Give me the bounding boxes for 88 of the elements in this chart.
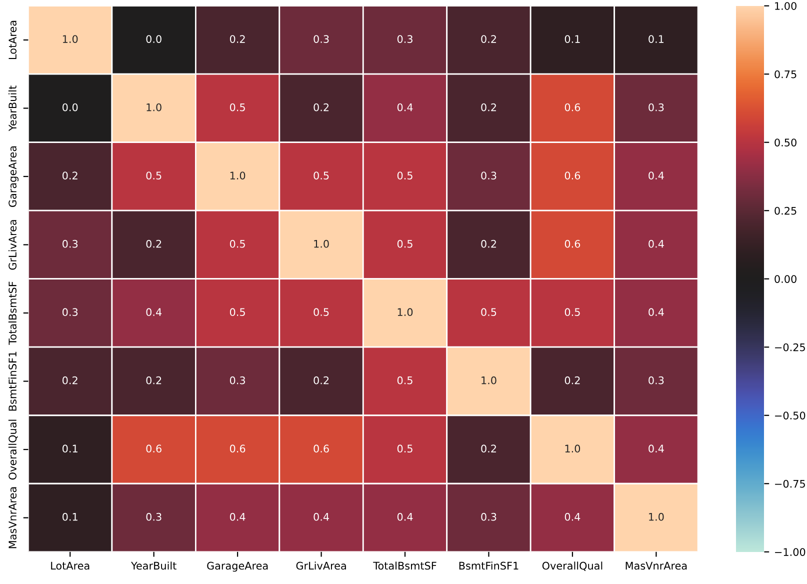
data-label: 1.0 [314,240,329,248]
data-label: 0.3 [481,512,496,521]
data-label: 0.2 [564,376,580,384]
data-label: 0.4 [397,512,413,521]
color-bar-label: −0.50 [775,412,806,420]
color-bar-label: 0.50 [774,138,796,146]
data-label: 0.1 [62,512,78,521]
data-label: 0.6 [146,444,162,453]
x-tick-label: GrLivArea [296,562,346,570]
data-label: 0.5 [481,308,496,316]
data-label: 0.3 [230,376,246,384]
data-label: 0.6 [564,103,580,112]
data-label: 0.3 [648,103,664,112]
y-tick-label: YearBuilt [8,86,17,132]
data-label: 0.5 [397,240,412,248]
y-tick-label: GarageArea [8,146,19,207]
data-label: 0.4 [397,103,413,112]
x-tick-label: YearBuilt [130,562,176,570]
color-bar-label: −0.75 [775,480,805,488]
x-tick-label: GarageArea [207,562,268,572]
data-label: 0.2 [481,240,496,248]
data-label: 1.0 [482,376,496,384]
color-bar-label: 1.00 [775,2,796,10]
data-label: 0.3 [397,35,412,43]
data-label: 0.2 [62,172,78,180]
data-label: 0.3 [481,172,496,180]
data-label: 0.4 [648,240,664,248]
y-tick-label: TotalBsmtSF [8,282,17,345]
data-label: 0.4 [230,512,246,521]
data-label: 0.4 [648,172,664,180]
data-label: 0.2 [481,35,496,43]
x-tick-label: MasVnrArea [626,562,687,570]
data-label: 0.6 [564,172,580,180]
data-label: 0.2 [481,444,496,453]
data-label: 1.0 [649,512,664,521]
data-label: 0.2 [146,240,162,248]
x-tick-label: TotalBsmtSF [373,562,436,570]
data-label: 0.5 [230,103,245,112]
data-label: 0.6 [314,444,329,453]
color-bar-label: −0.25 [775,343,805,352]
x-tick-label: LotArea [51,562,90,570]
data-label: 0.5 [397,444,412,453]
data-label: 0.5 [314,172,329,180]
data-label: 0.2 [230,35,245,43]
data-label: 0.2 [481,103,496,112]
data-label: 0.4 [564,512,580,521]
data-label: 0.4 [314,512,329,521]
data-label: 0.4 [648,444,664,453]
y-tick-label: BsmtFinSF1 [8,352,17,411]
data-label: 0.5 [397,172,412,180]
data-label: 0.5 [230,308,245,316]
color-bar-label: 0.25 [774,206,796,215]
data-label: 0.5 [146,172,162,180]
data-label: 0.3 [146,512,162,521]
x-tick-label: BsmtFinSF1 [459,562,518,570]
data-label: 0.1 [648,35,664,43]
data-label: 0.5 [230,240,245,248]
data-label: 0.0 [146,35,162,43]
data-label: 1.0 [146,103,162,112]
y-tick-label: OverallQual [8,420,18,480]
data-label: 0.6 [230,444,246,453]
data-label: 0.3 [648,376,664,384]
data-label: 0.6 [564,240,580,248]
data-label: 0.2 [314,103,329,112]
data-label: 0.4 [146,308,162,316]
data-label: 0.5 [397,376,412,384]
color-bar-label: −1.00 [775,548,806,556]
data-label: 0.2 [146,376,162,384]
data-label: 0.2 [314,376,329,384]
data-label: 1.0 [398,308,413,316]
y-tick-label: GrLivArea [8,220,17,270]
color-bar-label: 0.75 [774,70,796,78]
data-label: 0.4 [648,308,664,316]
data-label: 1.0 [565,444,580,453]
data-label: 0.5 [564,308,580,316]
data-label: 0.5 [314,308,329,316]
x-tick-label: OverallQual [542,562,602,571]
data-label: 0.3 [62,308,78,316]
data-label: 0.3 [62,240,78,248]
y-tick-label: LotArea [8,20,17,59]
data-label: 0.1 [564,35,580,43]
data-label: 0.0 [62,103,78,112]
data-label: 1.0 [230,172,246,180]
color-bar-label: 0.00 [774,275,796,283]
data-label: 0.1 [62,444,78,453]
data-label: 0.3 [314,35,329,43]
data-label: 0.2 [62,376,78,384]
data-label: 1.0 [62,35,78,43]
